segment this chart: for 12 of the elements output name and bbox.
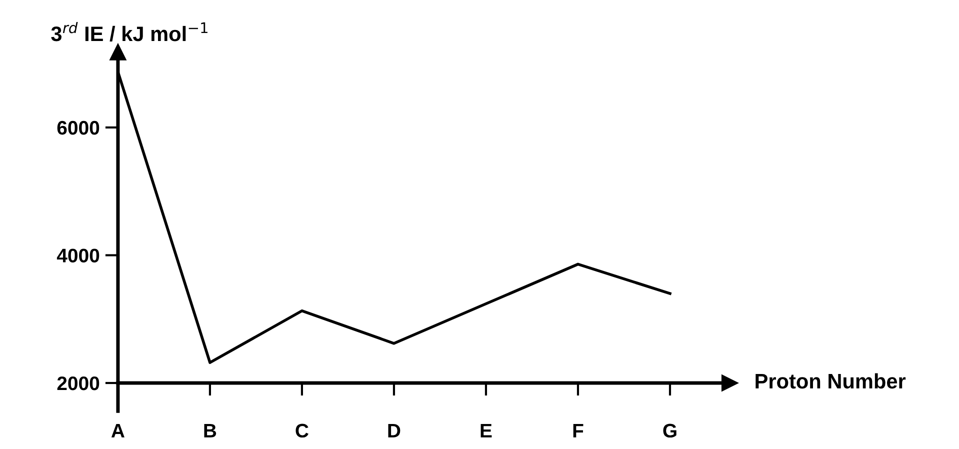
- y-tick-label: 4000: [56, 248, 100, 262]
- x-tick-label: B: [204, 424, 216, 438]
- x-tick-label: F: [573, 424, 584, 438]
- x-tick-label: G: [663, 424, 676, 438]
- x-tick-label: A: [111, 424, 124, 438]
- x-axis-title: Proton Number: [756, 373, 906, 389]
- y-tick-label: 6000: [57, 120, 100, 135]
- x-tick-label: C: [296, 424, 308, 438]
- x-tick-label: E: [480, 424, 492, 438]
- y-tick-label: 2000: [57, 376, 100, 390]
- x-tick-label: D: [388, 424, 400, 438]
- y-axis-title: 3$^{rd}$ IE / kJ mol$^{−1}$: [51, 22, 208, 42]
